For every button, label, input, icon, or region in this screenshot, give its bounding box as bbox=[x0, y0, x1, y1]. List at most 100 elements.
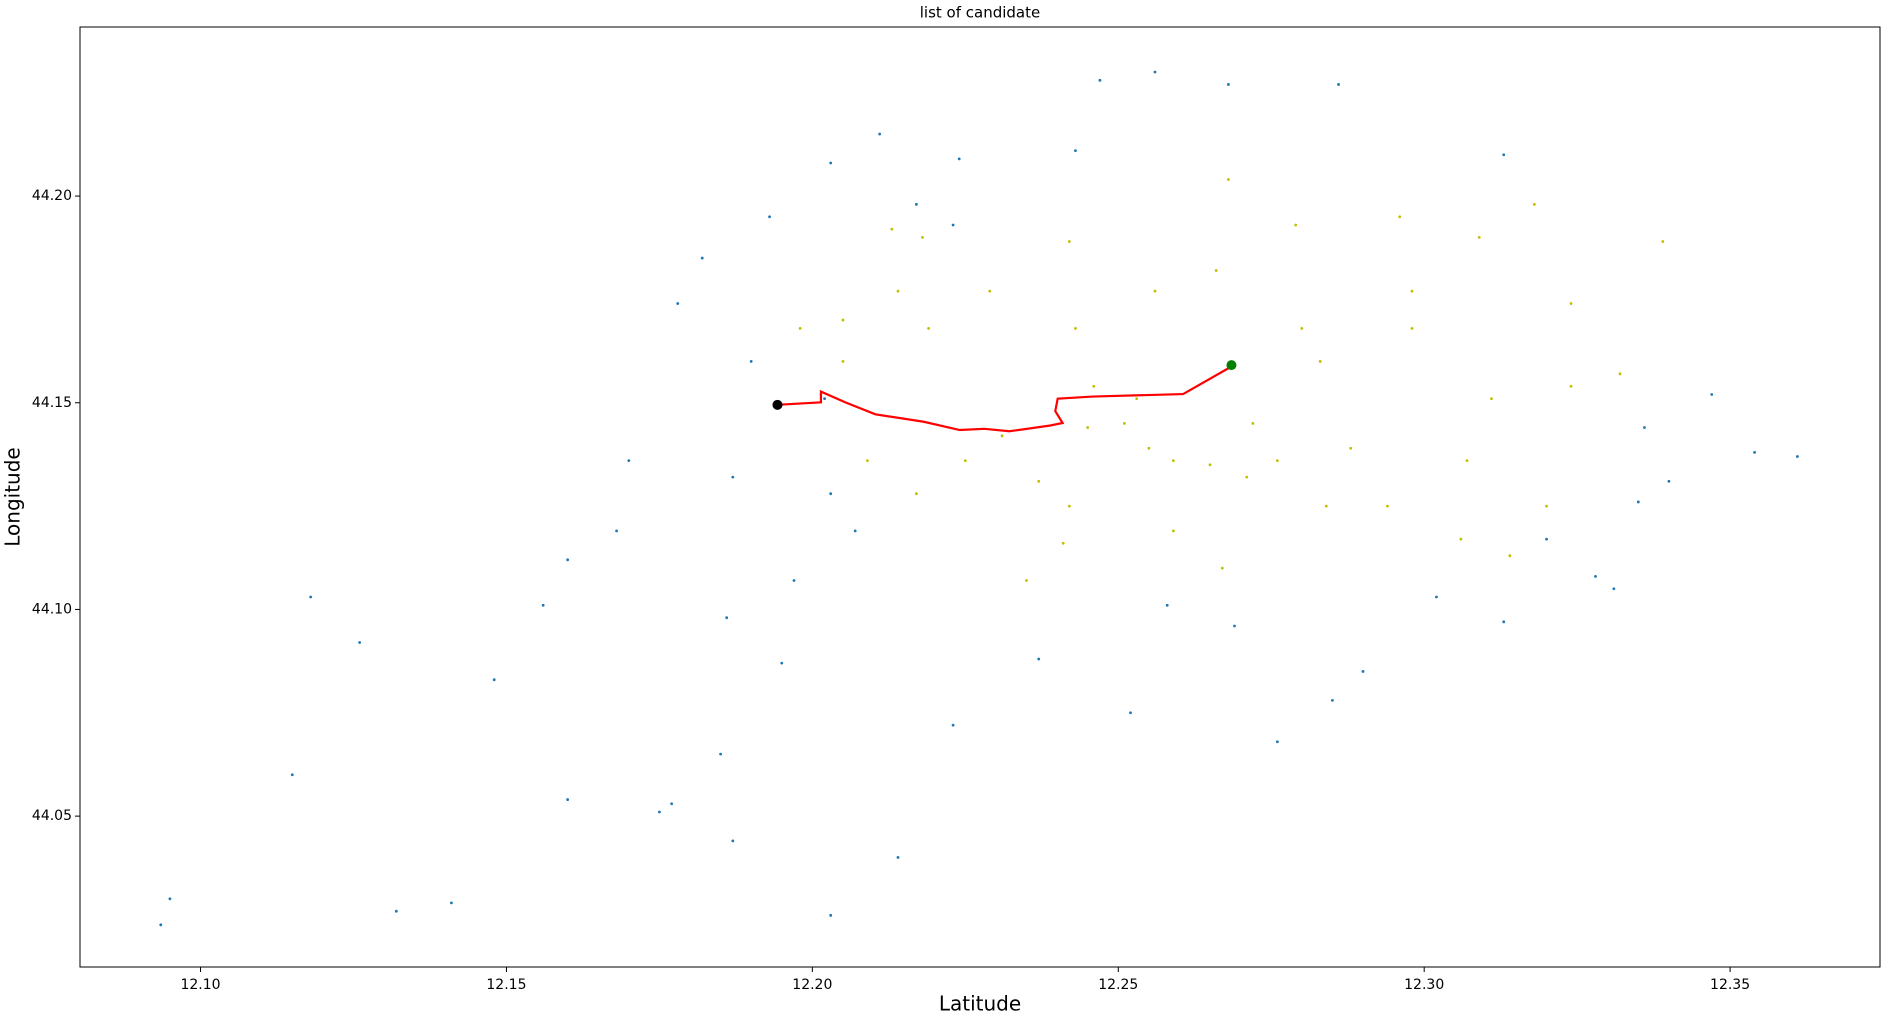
point bbox=[841, 360, 845, 363]
y-axis-label: Longitude bbox=[1, 447, 25, 546]
point bbox=[1410, 289, 1414, 293]
point bbox=[1465, 459, 1469, 463]
point bbox=[1502, 620, 1506, 624]
point bbox=[1337, 83, 1340, 86]
x-tick-label: 12.35 bbox=[1710, 977, 1750, 993]
point bbox=[896, 856, 900, 859]
point bbox=[1275, 459, 1279, 463]
point bbox=[566, 558, 570, 562]
point bbox=[1294, 223, 1298, 227]
point bbox=[1208, 463, 1212, 467]
x-tick-label: 12.30 bbox=[1404, 977, 1444, 993]
point bbox=[841, 318, 845, 322]
point bbox=[159, 923, 163, 927]
point bbox=[492, 678, 496, 682]
point bbox=[798, 326, 802, 330]
y-tick-label: 44.15 bbox=[32, 395, 72, 411]
point bbox=[823, 397, 826, 401]
point bbox=[1171, 529, 1175, 533]
point bbox=[1545, 504, 1548, 508]
point bbox=[1122, 422, 1126, 425]
point bbox=[1349, 446, 1353, 450]
point bbox=[1636, 500, 1640, 504]
point bbox=[1477, 236, 1481, 239]
point bbox=[1074, 149, 1077, 152]
point bbox=[963, 459, 967, 463]
point bbox=[921, 236, 924, 239]
point bbox=[1569, 384, 1573, 388]
point bbox=[1502, 153, 1506, 157]
point bbox=[1643, 426, 1646, 429]
point bbox=[1386, 504, 1389, 508]
point bbox=[1459, 537, 1463, 541]
point bbox=[1710, 393, 1714, 396]
point bbox=[1171, 459, 1175, 463]
point bbox=[1324, 504, 1328, 508]
point bbox=[1067, 240, 1071, 243]
point bbox=[1233, 624, 1236, 628]
route-line bbox=[777, 364, 1235, 433]
endpoint-marker bbox=[1226, 360, 1237, 371]
point bbox=[1165, 603, 1169, 607]
point bbox=[1025, 579, 1028, 582]
point bbox=[890, 227, 894, 231]
point bbox=[1135, 397, 1139, 401]
point bbox=[1037, 657, 1041, 661]
point bbox=[1214, 269, 1218, 272]
endpoint-marker bbox=[772, 399, 783, 410]
point bbox=[1037, 479, 1041, 483]
point bbox=[927, 326, 931, 330]
point bbox=[1251, 422, 1255, 425]
point bbox=[878, 132, 882, 136]
point bbox=[658, 810, 661, 814]
point bbox=[853, 529, 857, 533]
point bbox=[829, 492, 833, 496]
point bbox=[309, 595, 313, 599]
point bbox=[627, 459, 631, 463]
point bbox=[780, 661, 784, 665]
point bbox=[700, 256, 704, 260]
point bbox=[290, 773, 294, 777]
point bbox=[829, 913, 833, 917]
point bbox=[1275, 740, 1279, 744]
point bbox=[1331, 698, 1334, 702]
point bbox=[725, 616, 729, 620]
point bbox=[988, 289, 992, 293]
point bbox=[957, 157, 961, 161]
point bbox=[1227, 178, 1230, 181]
point bbox=[1227, 83, 1230, 86]
point bbox=[1569, 302, 1573, 305]
point bbox=[615, 529, 618, 533]
point bbox=[1667, 479, 1671, 483]
point bbox=[1490, 397, 1493, 401]
point bbox=[1545, 537, 1548, 541]
point bbox=[896, 289, 900, 293]
point bbox=[168, 897, 172, 901]
point bbox=[749, 360, 753, 363]
point bbox=[1796, 455, 1799, 458]
point bbox=[1410, 326, 1414, 330]
point bbox=[1300, 326, 1304, 330]
point bbox=[951, 723, 955, 727]
point bbox=[1594, 574, 1597, 578]
x-tick-label: 12.20 bbox=[792, 977, 832, 993]
point bbox=[1618, 372, 1622, 376]
point bbox=[719, 752, 722, 756]
point bbox=[829, 161, 833, 165]
point bbox=[449, 901, 453, 905]
point bbox=[670, 802, 674, 806]
point bbox=[1220, 566, 1224, 570]
point bbox=[1061, 541, 1065, 545]
point bbox=[1508, 554, 1512, 558]
point bbox=[866, 459, 869, 463]
point bbox=[914, 202, 918, 206]
x-tick-label: 12.25 bbox=[1098, 977, 1138, 993]
y-tick-label: 44.10 bbox=[32, 601, 72, 617]
y-tick-label: 44.20 bbox=[32, 188, 72, 204]
point bbox=[1318, 360, 1322, 363]
point bbox=[1067, 504, 1071, 508]
point bbox=[731, 475, 735, 479]
point bbox=[1532, 202, 1536, 206]
point bbox=[1753, 450, 1756, 454]
